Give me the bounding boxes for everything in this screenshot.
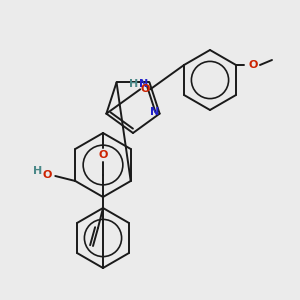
Text: N: N [139,79,148,89]
Text: H: H [33,166,42,176]
Text: O: O [248,60,258,70]
Text: H: H [129,79,138,89]
Text: O: O [140,84,150,94]
Text: O: O [43,170,52,180]
Text: N: N [150,107,159,117]
Text: O: O [98,150,108,160]
